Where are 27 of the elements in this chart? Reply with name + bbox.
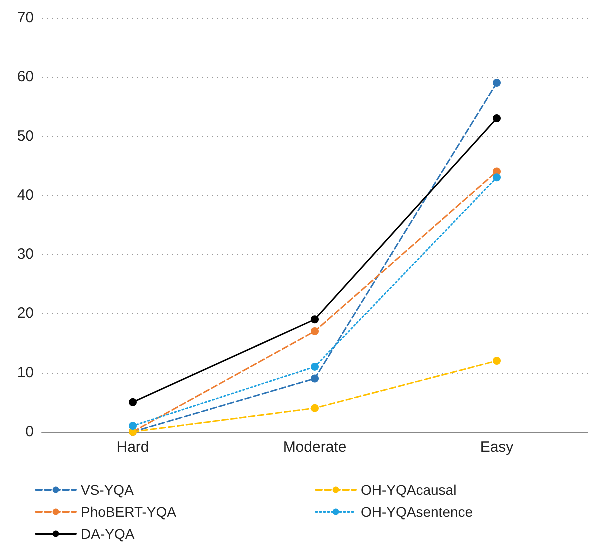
y-tick-label: 0 xyxy=(26,424,34,440)
point xyxy=(129,422,137,430)
y-tick-label: 30 xyxy=(17,246,34,264)
x-tick-label: Moderate xyxy=(283,439,347,456)
point xyxy=(311,327,319,336)
y-tick-label: 20 xyxy=(17,305,34,322)
point xyxy=(311,404,319,412)
y-tick-label: 40 xyxy=(17,186,34,204)
legend-label: DA-YQA xyxy=(81,526,136,542)
y-tick-label: 50 xyxy=(17,128,34,145)
point xyxy=(311,316,319,324)
point xyxy=(493,174,501,182)
y-tick-label: 70 xyxy=(17,10,34,26)
legend-label: OH-YQAcausal xyxy=(361,482,457,498)
legend-label: PhoBERT-YQA xyxy=(81,504,178,520)
point xyxy=(493,114,501,123)
point xyxy=(311,362,319,371)
point xyxy=(493,79,501,88)
point xyxy=(311,374,319,383)
legend-label: OH-YQAsentence xyxy=(361,504,474,520)
legend-label: VS-YQA xyxy=(81,482,135,498)
x-tick-label: Easy xyxy=(480,439,514,456)
x-tick-label: Hard xyxy=(116,439,150,456)
y-tick-label: 10 xyxy=(17,364,34,382)
point xyxy=(129,398,137,406)
y-tick-label: 60 xyxy=(17,68,34,86)
point xyxy=(493,357,501,366)
